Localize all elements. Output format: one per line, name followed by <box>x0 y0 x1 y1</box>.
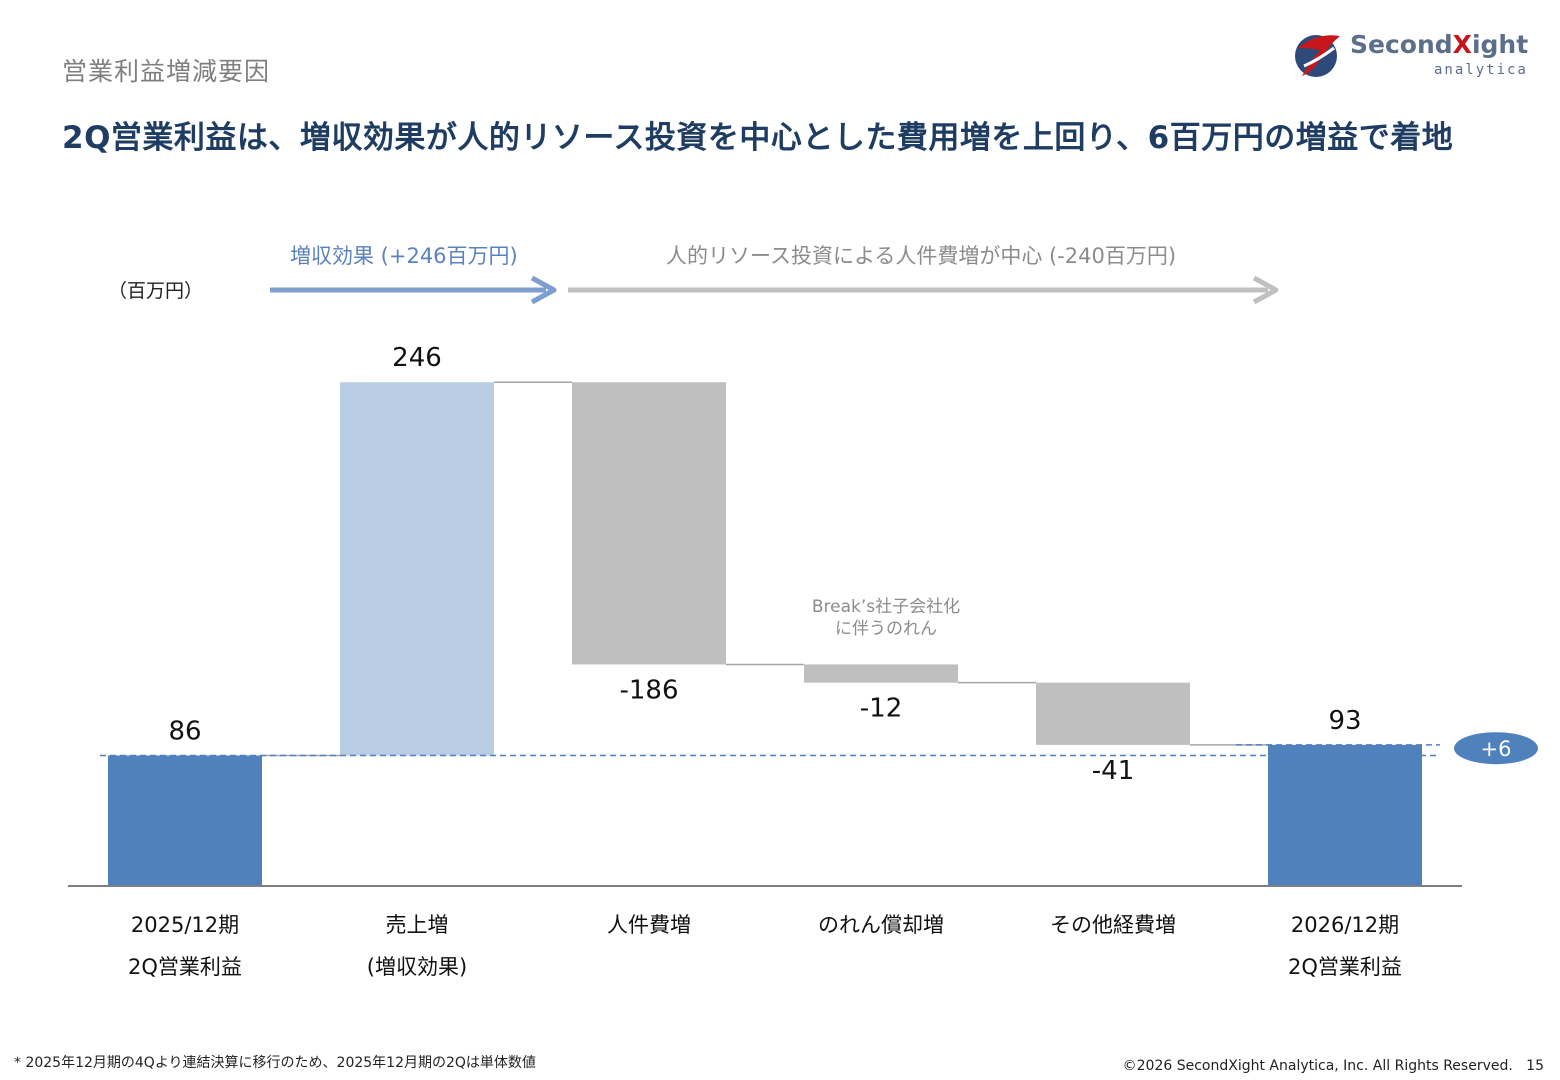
value-label: -41 <box>1092 756 1134 786</box>
category-label: 2026/12期 2Q営業利益 <box>1288 913 1402 979</box>
company-logo: SecondXight analytica <box>1290 26 1540 86</box>
unit-label: （百万円） <box>108 280 204 302</box>
value-label: -12 <box>860 694 902 724</box>
value-label: 246 <box>392 343 442 373</box>
value-label: 93 <box>1328 706 1361 736</box>
value-label: 86 <box>168 717 201 747</box>
logo-mark-icon <box>1295 35 1340 77</box>
waterfall-bar <box>572 382 726 665</box>
cost-arrow-head-icon <box>1252 275 1279 305</box>
waterfall-bar <box>804 664 958 683</box>
value-label: -186 <box>619 675 678 705</box>
logo-wordmark: SecondXight <box>1350 30 1529 59</box>
category-label: 売上増 (増収効果) <box>366 913 468 979</box>
increase-arrow-head-icon <box>530 275 557 305</box>
logo-subtitle: analytica <box>1434 62 1528 78</box>
waterfall-bar <box>1268 744 1422 886</box>
page-number: 15 <box>1526 1058 1544 1074</box>
waterfall-bar <box>108 755 262 886</box>
waterfall-bar <box>1036 682 1190 745</box>
increase-effect-label: 増収効果 (+246百万円) <box>290 244 518 268</box>
section-title: 営業利益増減要因 <box>62 57 271 86</box>
cost-effect-label: 人的リソース投資による人件費増が中心 (-240百万円) <box>666 244 1177 268</box>
copyright: ©2026 SecondXight Analytica, Inc. All Ri… <box>1122 1058 1544 1074</box>
difference-badge-label: +6 <box>1481 737 1512 761</box>
page-headline: 2Q営業利益は、増収効果が人的リソース投資を中心とした費用増を上回り、6百万円の… <box>62 120 1454 156</box>
goodwill-note: Break’s社子会社化 に伴うのれん <box>811 597 961 639</box>
footnote: * 2025年12月期の4Qより連結決算に移行のため、2025年12月期の2Qは… <box>14 1055 536 1071</box>
waterfall-bar <box>340 382 494 756</box>
category-label: 人件費増 <box>607 913 691 937</box>
category-label: その他経費増 <box>1050 913 1176 937</box>
category-label: のれん償却増 <box>818 913 944 937</box>
category-label: 2025/12期 2Q営業利益 <box>128 913 242 979</box>
difference-badge <box>1454 732 1538 765</box>
